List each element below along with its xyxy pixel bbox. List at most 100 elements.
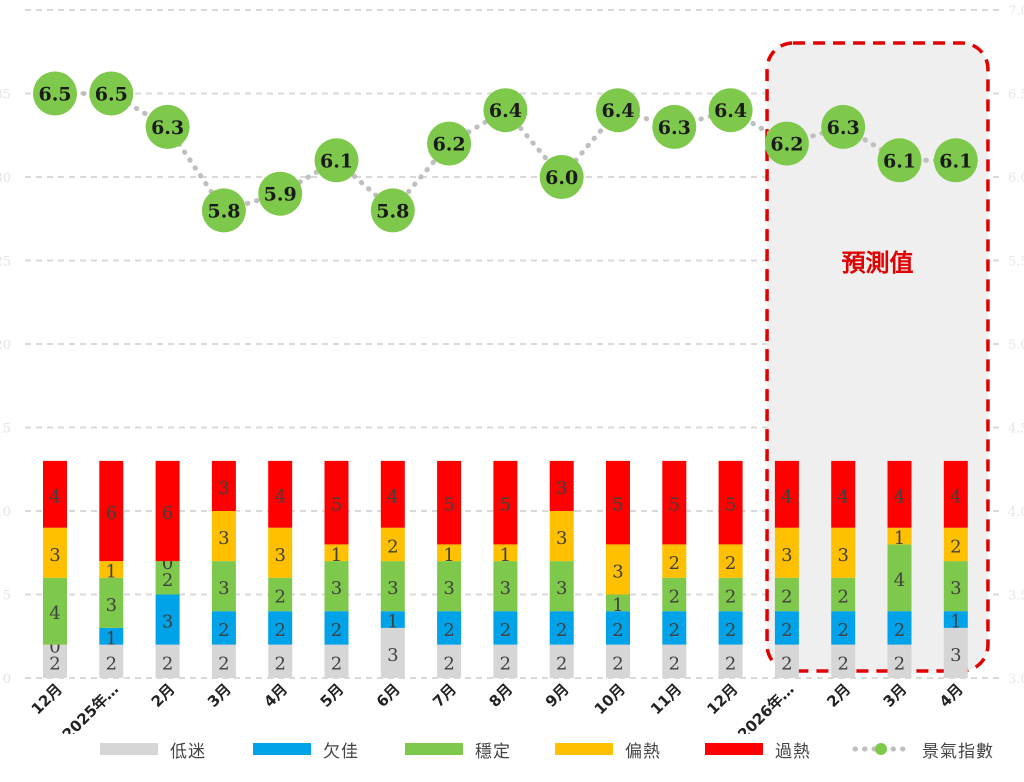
left-axis-tick: 30: [0, 171, 11, 186]
bar-value-label: 3: [837, 545, 848, 566]
bar-value-label: 2: [894, 653, 905, 674]
index-marker: [258, 171, 303, 216]
bar-value-label: 3: [106, 595, 117, 616]
bar-value-label: 0: [162, 553, 173, 574]
bar-value-label: 2: [218, 620, 229, 641]
bar-segment: [211, 511, 236, 562]
category-label: 3月: [204, 680, 235, 711]
bar-value-label: 3: [274, 545, 285, 566]
bar-value-label: 2: [49, 653, 60, 674]
bar-value-label: 4: [49, 603, 60, 624]
bar-segment: [606, 544, 630, 595]
bar-value-label: 2: [387, 536, 398, 557]
bar-segment: [437, 644, 462, 678]
bar-segment: [380, 561, 405, 612]
bar-segment: [549, 460, 574, 511]
bar-segment: [324, 544, 349, 562]
bar-segment: [268, 644, 293, 678]
legend-swatch: [100, 743, 158, 755]
left-axis-tick: 10: [0, 505, 11, 520]
right-axis-tick: 6.5: [1008, 88, 1024, 103]
bar-segment: [718, 577, 743, 612]
bar-segment: [493, 460, 518, 545]
bar-value-label: 2: [612, 620, 623, 641]
bar-value-label: 5: [612, 495, 623, 516]
bar-value-label: 4: [894, 486, 905, 507]
index-value-label: 6.4: [714, 100, 747, 122]
bar-value-label: 5: [669, 495, 680, 516]
bar-value-label: 2: [669, 653, 680, 674]
bar-value-label: 3: [387, 578, 398, 599]
legend: 低迷 欠佳 穩定 偏熱 過熱 景氣指數: [0, 734, 1024, 764]
index-line: 6.5 6.5 6.3 5.8 5.9 6.1 5.8 6.2 6.4 6.0 6.4 6.3 6.4 6…: [33, 71, 978, 233]
bar-segment: [99, 577, 124, 628]
category-label: 5月: [317, 680, 348, 711]
right-axis-tick: 4.0: [1008, 505, 1024, 520]
bar-value-label: 4: [274, 486, 285, 507]
bar-segment: [437, 460, 462, 545]
bar-value-label: 2: [669, 587, 680, 608]
bar-value-label: 2: [443, 653, 454, 674]
legend-label: 欠佳: [323, 741, 359, 762]
bar-value-label: 2: [443, 620, 454, 641]
bar-value-label: 3: [781, 545, 792, 566]
bar-value-label: 3: [331, 578, 342, 599]
bar-value-label: 2: [894, 620, 905, 641]
bar-value-label: 1: [500, 545, 511, 566]
bar-value-label: 3: [218, 578, 229, 599]
legend-line-swatch: [852, 743, 910, 755]
bar-segment: [662, 644, 687, 678]
bar-segment: [43, 577, 67, 645]
index-marker: [201, 188, 246, 233]
index-value-label: 6.5: [95, 84, 128, 106]
right-axis-tick: 4.5: [1008, 422, 1024, 437]
bar-segment: [324, 460, 349, 545]
bar-segment: [943, 627, 968, 678]
bar-segment: [831, 644, 856, 678]
bar-segment: [437, 544, 462, 562]
bar-segment: [774, 611, 799, 645]
bar-segment: [662, 611, 687, 645]
bar-value-label: 2: [500, 653, 511, 674]
bar-segment: [549, 611, 574, 645]
legend-label: 偏熱: [625, 741, 661, 762]
bar-segment: [211, 644, 236, 678]
category-label: 2026年…: [734, 680, 797, 734]
index-value-label: 6.1: [939, 150, 972, 172]
index-value-label: 6.1: [320, 150, 353, 172]
bar-segment: [943, 561, 968, 612]
bar-value-label: 4: [49, 486, 60, 507]
right-axis-tick: 3.5: [1008, 589, 1024, 604]
bar-segment: [43, 460, 67, 528]
bar-segment: [324, 561, 349, 612]
bar-value-label: 1: [894, 528, 905, 549]
bar-value-label: 2: [162, 570, 173, 591]
bar-value-label: 2: [331, 653, 342, 674]
bar-segment: [887, 460, 912, 528]
right-axis-tick: 3.0: [1008, 672, 1024, 687]
bar-segment: [831, 577, 856, 612]
left-axis-tick: 20: [0, 338, 11, 353]
legend-item: 穩定: [405, 734, 511, 764]
bar-segment: [774, 460, 799, 528]
bar-segment: [268, 527, 293, 578]
bar-segment: [887, 544, 912, 612]
bar-value-label: 6: [162, 503, 173, 524]
category-label: 4月: [260, 680, 291, 711]
stacked-bars: 2043421316232062233322234223153132422315…: [43, 460, 968, 678]
left-axis-tick: 0: [3, 672, 11, 687]
bar-segment: [943, 527, 968, 562]
bar-segment: [99, 561, 124, 578]
bar-segment: [380, 611, 405, 628]
index-marker: [764, 121, 809, 166]
bar-value-label: 5: [443, 495, 454, 516]
index-marker: [370, 188, 415, 233]
bar-segment: [943, 460, 968, 528]
bar-value-label: 5: [725, 495, 736, 516]
bar-segment: [831, 611, 856, 645]
bar-value-label: 1: [443, 545, 454, 566]
bar-segment: [662, 544, 687, 578]
bar-segment: [155, 460, 180, 562]
bar-value-label: 2: [837, 587, 848, 608]
bar-segment: [99, 460, 124, 562]
